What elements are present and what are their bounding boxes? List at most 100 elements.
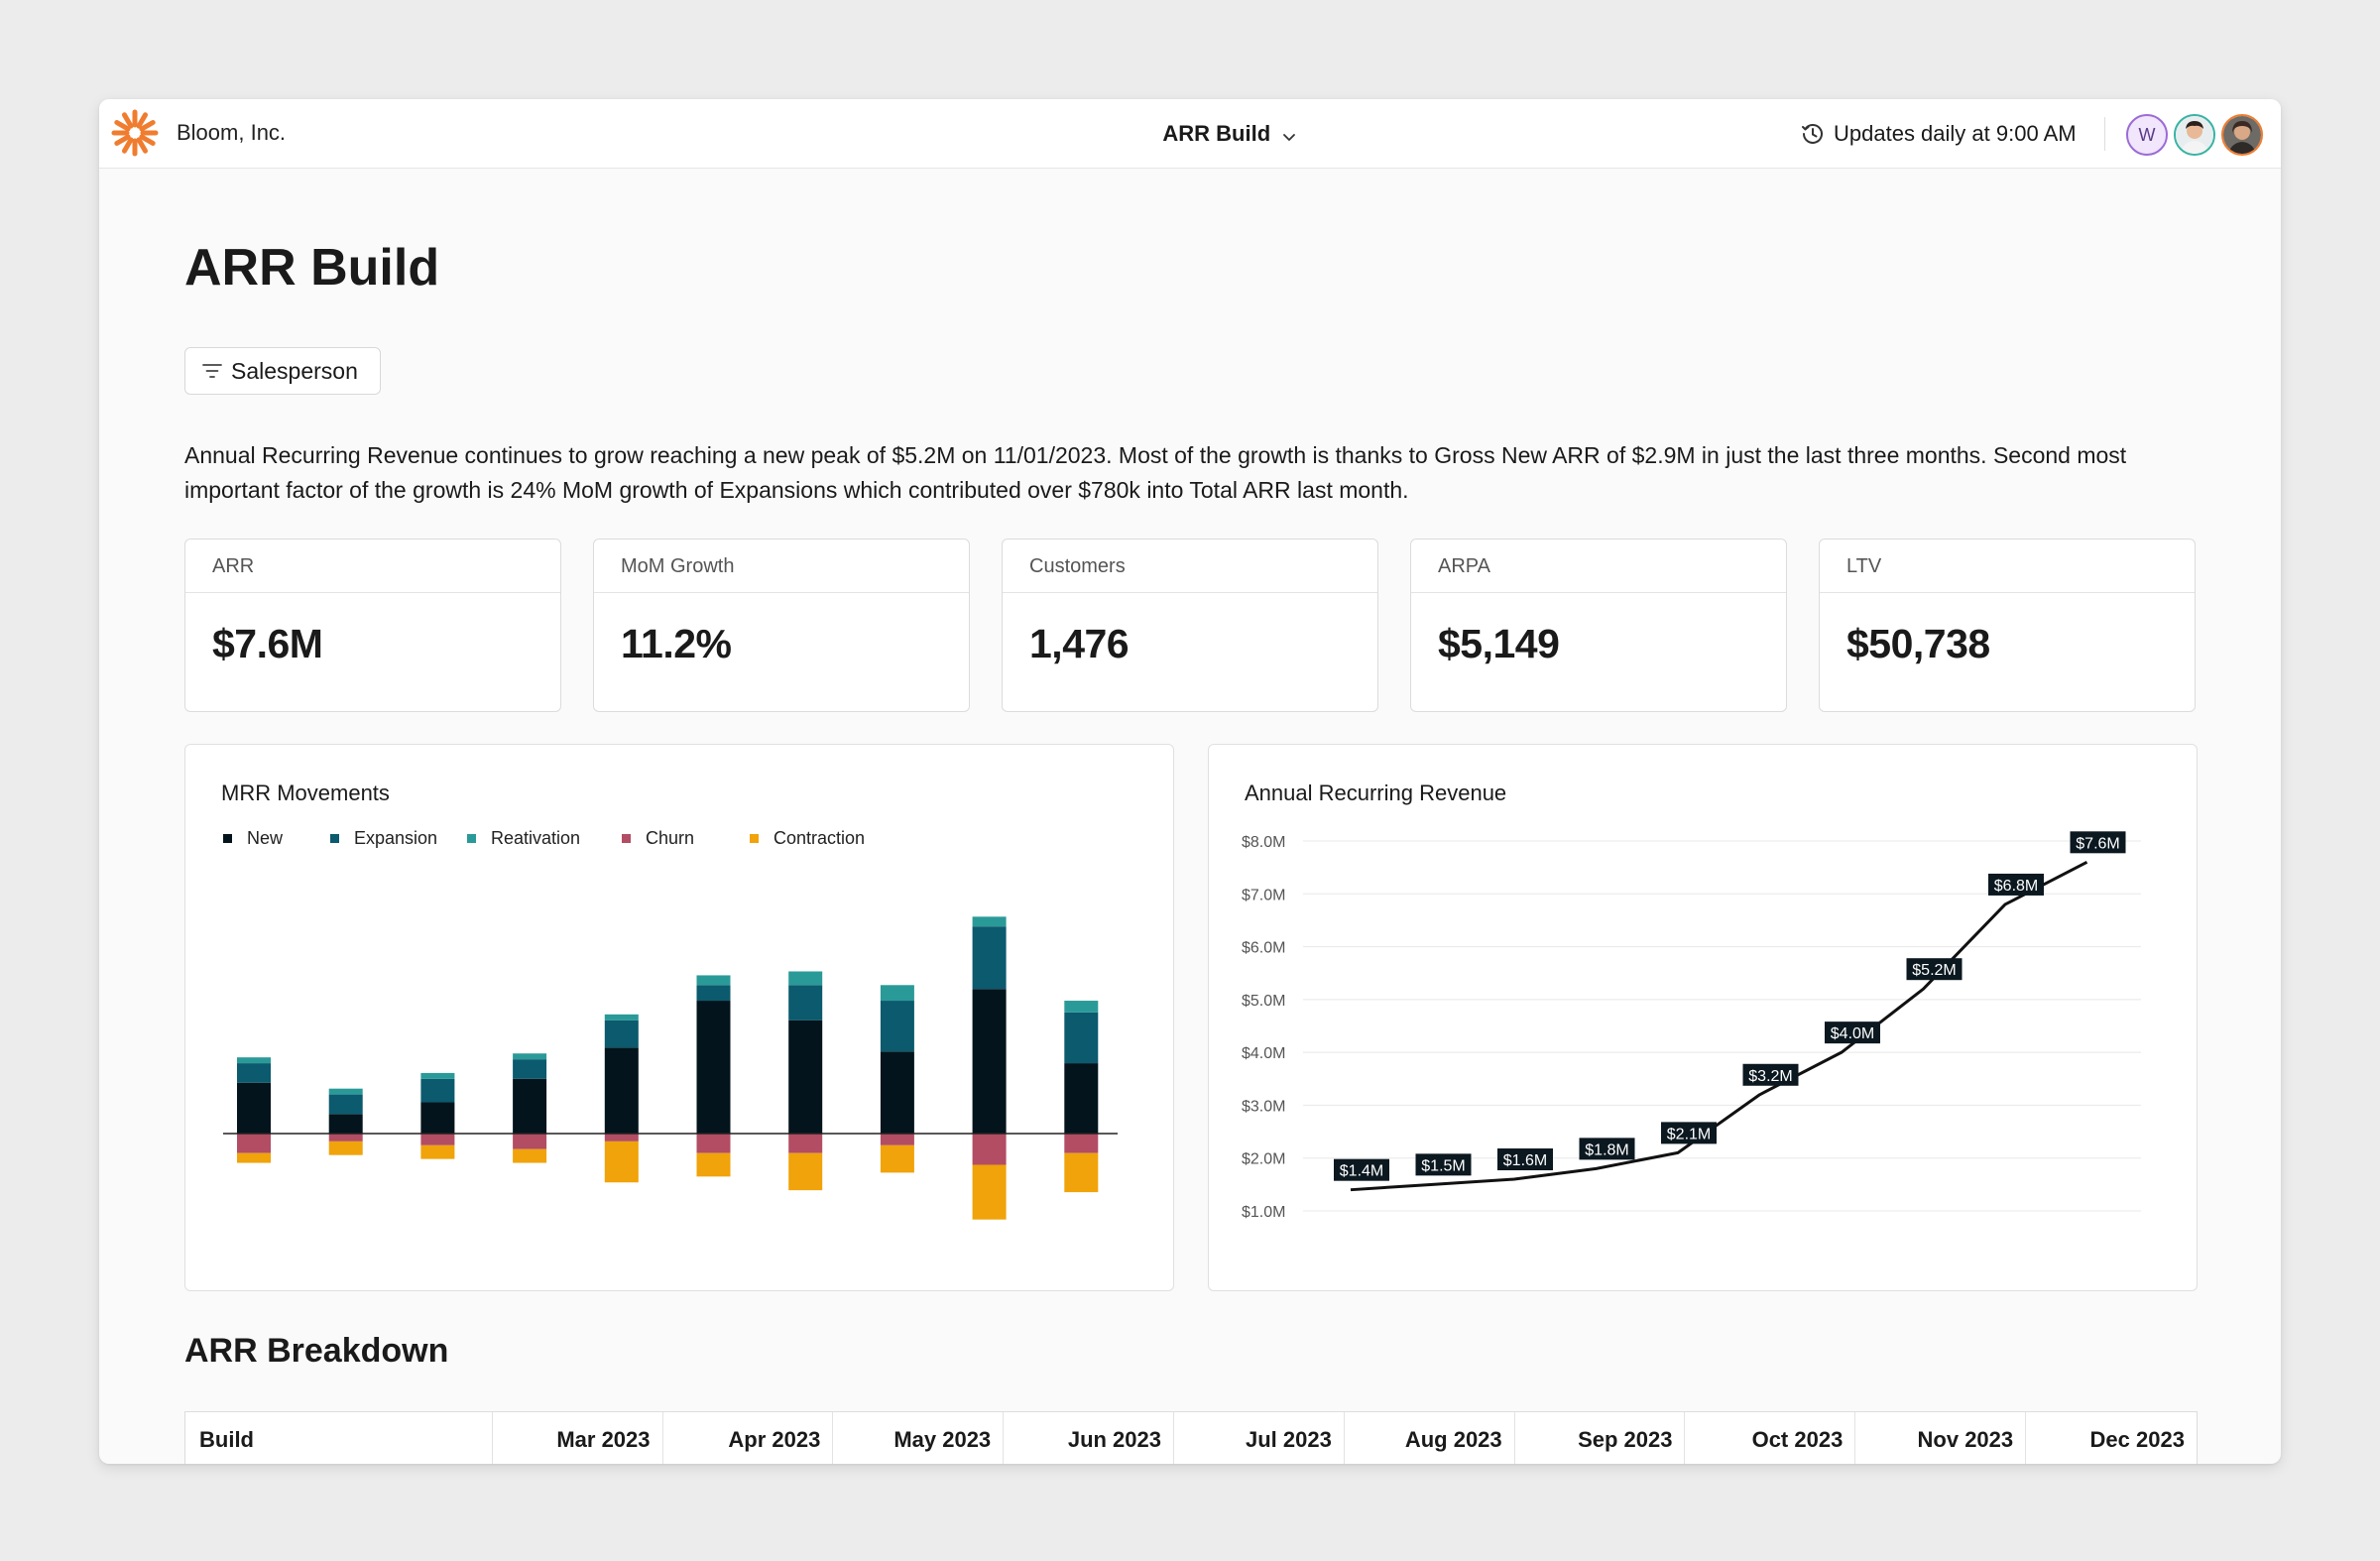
data-label: $4.0M (1831, 1025, 1874, 1042)
data-label-box (1334, 1158, 1389, 1181)
column-header-month[interactable]: Aug 2023 (1345, 1412, 1515, 1464)
filter-icon (202, 364, 222, 378)
column-header-month[interactable]: Oct 2023 (1685, 1412, 1856, 1464)
kpi-card-arpa: ARPA $5,149 (1410, 539, 1787, 712)
column-header-month[interactable]: Sep 2023 (1515, 1412, 1686, 1464)
kpi-value: $50,738 (1846, 621, 1990, 666)
logo-petal (114, 134, 131, 146)
bar-segment (880, 1144, 914, 1173)
bar-segment (328, 1088, 363, 1095)
y-tick-label: $4.0M (1242, 1045, 1285, 1062)
section-title: ARR Breakdown (184, 1332, 449, 1370)
top-bar: Bloom, Inc. ARR Build Updates daily at 9… (99, 99, 2281, 169)
column-header-month[interactable]: Dec 2023 (2089, 1427, 2185, 1452)
bar-segment (237, 1082, 271, 1134)
legend-swatch (622, 834, 631, 843)
legend-swatch (467, 834, 476, 843)
data-label: $2.1M (1667, 1126, 1711, 1142)
bloom-logo-icon (111, 109, 159, 157)
y-tick-label: $6.0M (1242, 940, 1285, 957)
bar-segment (604, 1020, 639, 1048)
bar-segment (972, 1164, 1007, 1220)
column-header-month[interactable]: Jul 2023 (1174, 1412, 1345, 1464)
bar-segment (788, 1134, 823, 1153)
bar-segment (696, 1001, 731, 1134)
avatar[interactable] (2221, 114, 2263, 156)
bar-segment (513, 1148, 547, 1163)
logo-petal (136, 137, 148, 154)
report-selector-label: ARR Build (1162, 121, 1271, 146)
avatar[interactable]: W (2126, 114, 2168, 156)
mrr-movements-chart: New Expansion Reativation Churn Contraction (223, 828, 1118, 1220)
bar-segment (788, 1020, 823, 1134)
bar-segment (788, 1152, 823, 1191)
user-photo-icon (2176, 116, 2213, 154)
legend-label: Churn (646, 828, 694, 848)
logo-center (131, 129, 139, 137)
bar-segment (420, 1078, 455, 1103)
column-header-month[interactable]: May 2023 (833, 1412, 1005, 1464)
data-label: $6.8M (1994, 878, 2038, 895)
legend-label: Reativation (491, 828, 580, 848)
data-label: $1.8M (1585, 1141, 1628, 1158)
update-schedule: Updates daily at 9:00 AM (1800, 117, 2077, 151)
bar-segment (1064, 1134, 1099, 1153)
bar-segment (237, 1063, 271, 1083)
logo-petal (122, 112, 134, 129)
bar-segment (513, 1134, 547, 1149)
legend-label: New (247, 828, 284, 848)
logo-petal (139, 120, 156, 132)
data-label-box (1742, 1063, 1799, 1086)
kpi-label: ARR (185, 540, 560, 593)
bar-segment (420, 1072, 455, 1079)
bar-segment (328, 1114, 363, 1134)
logo-petal (122, 137, 134, 154)
arr-card: Annual Recurring Revenue $8.0M $7.0M $6.0M… (1208, 744, 2198, 1291)
bar-segment (328, 1134, 363, 1141)
bar-segment (1064, 1012, 1099, 1064)
avatar[interactable] (2174, 114, 2215, 156)
chart-title: Annual Recurring Revenue (1245, 780, 1507, 805)
bar-segment (513, 1053, 547, 1060)
bar-segment (604, 1141, 639, 1183)
bar-segment (604, 1134, 639, 1141)
report-selector[interactable]: ARR Build (1140, 117, 1319, 151)
bar-segment (1064, 1063, 1099, 1134)
chart-title: MRR Movements (221, 780, 390, 805)
bar-segment (880, 1051, 914, 1134)
app-window: Bloom, Inc. ARR Build Updates daily at 9… (99, 99, 2281, 1464)
history-clock-icon (1802, 124, 1823, 144)
mrr-movements-card: MRR Movements New Expansion Reativation Chu… (184, 744, 1174, 1291)
bar-segment (972, 989, 1007, 1134)
logo-petal (136, 112, 148, 129)
column-header-month[interactable]: Mar 2023 (493, 1412, 663, 1464)
data-label-box (1415, 1153, 1472, 1176)
data-label: $3.2M (1748, 1068, 1792, 1085)
column-header-month[interactable]: Apr 2023 (663, 1412, 834, 1464)
update-schedule-text: Updates daily at 9:00 AM (1834, 121, 2077, 146)
bar-segment (1064, 1001, 1099, 1013)
kpi-label: MoM Growth (594, 540, 969, 593)
bar-segment (788, 971, 823, 986)
column-header-month[interactable]: Nov 2023 (1855, 1412, 2027, 1464)
column-header-build[interactable]: Build (185, 1412, 493, 1464)
data-label: $5.2M (1912, 962, 1956, 979)
logo-petal (139, 134, 156, 146)
column-header-month[interactable]: Jun 2023 (1004, 1412, 1174, 1464)
kpi-card-mom-growth: MoM Growth 11.2% (593, 539, 970, 712)
filter-label: Salesperson (231, 357, 358, 384)
arr-line-chart: $8.0M $7.0M $6.0M $5.0M $4.0M $3.0M $2.0M $1.0M… (1242, 831, 2141, 1221)
bar-segment (420, 1134, 455, 1145)
y-tick-label: $7.0M (1242, 887, 1285, 903)
data-label: $1.6M (1503, 1152, 1547, 1169)
data-label-box (1825, 1021, 1880, 1044)
kpi-card-ltv: LTV $50,738 (1819, 539, 2196, 712)
data-label: $1.5M (1421, 1157, 1465, 1174)
arr-series-line (1350, 860, 2088, 1192)
kpi-value: $7.6M (212, 621, 323, 666)
user-photo-icon (2223, 116, 2261, 154)
logo-petal (114, 120, 131, 132)
salesperson-filter-button[interactable]: Salesperson (184, 347, 381, 395)
bar-segment (420, 1102, 455, 1134)
kpi-value: $5,149 (1438, 621, 1560, 666)
